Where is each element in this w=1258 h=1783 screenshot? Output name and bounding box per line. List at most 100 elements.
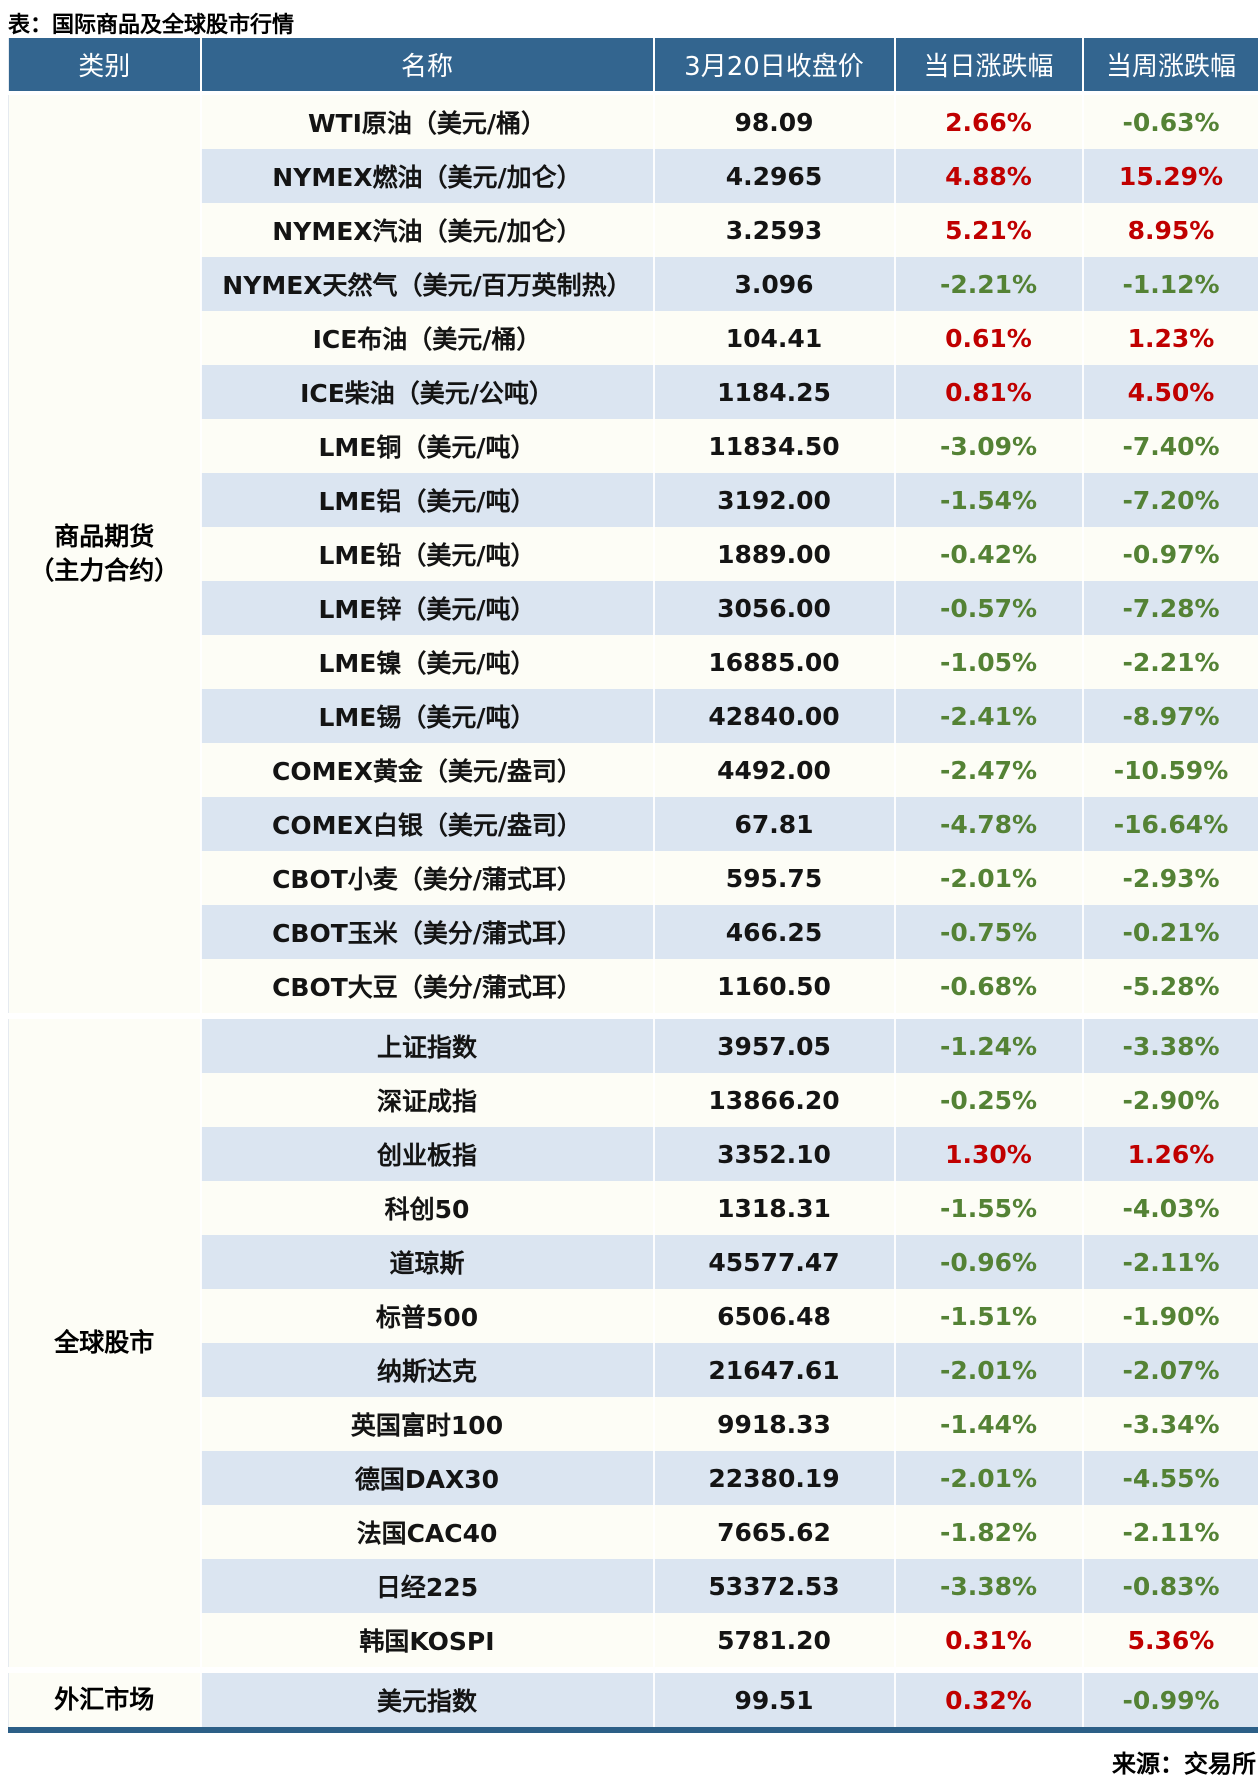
table-row: LME铜（美元/吨） 11834.50 -3.09% -7.40%: [9, 419, 1258, 473]
table-row: 全球股市 上证指数 3957.05 -1.24% -3.38%: [8, 1013, 1258, 1670]
name-cell: COMEX黄金（美元/盎司）: [200, 743, 655, 797]
table-row: 法国CAC40 7665.62 -1.82% -2.11%: [9, 1505, 1258, 1559]
table-row: ICE柴油（美元/公吨） 1184.25 0.81% 4.50%: [9, 365, 1258, 419]
table-row: LME镍（美元/吨） 16885.00 -1.05% -2.21%: [9, 635, 1258, 689]
day-change-cell: -3.09%: [894, 419, 1084, 473]
day-change-cell: 2.66%: [894, 93, 1084, 149]
table-row: 道琼斯 45577.47 -0.96% -2.11%: [9, 1235, 1258, 1289]
day-change-cell: -2.01%: [894, 851, 1084, 905]
table-row: 英国富时100 9918.33 -1.44% -3.34%: [9, 1397, 1258, 1451]
week-change-cell: -16.64%: [1082, 797, 1258, 851]
name-cell: LME锡（美元/吨）: [200, 689, 655, 743]
day-change-cell: -3.38%: [894, 1559, 1084, 1613]
close-cell: 595.75: [653, 851, 896, 905]
table-row: LME锡（美元/吨） 42840.00 -2.41% -8.97%: [9, 689, 1258, 743]
table-row: 标普500 6506.48 -1.51% -1.90%: [9, 1289, 1258, 1343]
day-change-cell: -4.78%: [894, 797, 1084, 851]
day-change-cell: -1.44%: [894, 1397, 1084, 1451]
week-change-cell: -0.97%: [1082, 527, 1258, 581]
day-change-cell: 0.81%: [894, 365, 1084, 419]
day-change-cell: -0.75%: [894, 905, 1084, 959]
week-change-cell: -0.83%: [1082, 1559, 1258, 1613]
name-cell: NYMEX汽油（美元/加仑）: [200, 203, 655, 257]
close-cell: 1160.50: [653, 959, 896, 1016]
week-change-cell: 15.29%: [1082, 149, 1258, 203]
week-change-cell: -3.34%: [1082, 1397, 1258, 1451]
table-row: 商品期货 （主力合约） WTI原油（美元/桶） 98.09 2.66% -0.63%: [8, 93, 1258, 1016]
close-cell: 3957.05: [653, 1013, 896, 1073]
close-cell: 45577.47: [653, 1235, 896, 1289]
name-cell: 英国富时100: [200, 1397, 655, 1451]
close-cell: 9918.33: [653, 1397, 896, 1451]
week-change-cell: 5.36%: [1082, 1613, 1258, 1670]
close-cell: 3056.00: [653, 581, 896, 635]
table-row: NYMEX燃油（美元/加仑） 4.2965 4.88% 15.29%: [9, 149, 1258, 203]
close-cell: 4.2965: [653, 149, 896, 203]
table-row: CBOT小麦（美分/蒲式耳） 595.75 -2.01% -2.93%: [9, 851, 1258, 905]
table-row: 创业板指 3352.10 1.30% 1.26%: [9, 1127, 1258, 1181]
name-cell: 创业板指: [200, 1127, 655, 1181]
name-cell: LME镍（美元/吨）: [200, 635, 655, 689]
name-cell: LME铝（美元/吨）: [200, 473, 655, 527]
day-change-cell: -1.51%: [894, 1289, 1084, 1343]
week-change-cell: -7.20%: [1082, 473, 1258, 527]
col-header-category: 类别: [8, 38, 202, 95]
day-change-cell: -1.05%: [894, 635, 1084, 689]
name-cell: 标普500: [200, 1289, 655, 1343]
close-cell: 3352.10: [653, 1127, 896, 1181]
day-change-cell: -2.21%: [894, 257, 1084, 311]
day-change-cell: -0.42%: [894, 527, 1084, 581]
name-cell: NYMEX天然气（美元/百万英制热）: [200, 257, 655, 311]
close-cell: 99.51: [653, 1667, 896, 1730]
table-row: NYMEX汽油（美元/加仑） 3.2593 5.21% 8.95%: [9, 203, 1258, 257]
close-cell: 6506.48: [653, 1289, 896, 1343]
header-row: 类别 名称 3月20日收盘价 当日涨跌幅 当周涨跌幅: [8, 38, 1258, 95]
table-row: 科创50 1318.31 -1.55% -4.03%: [9, 1181, 1258, 1235]
week-change-cell: 8.95%: [1082, 203, 1258, 257]
day-change-cell: -0.57%: [894, 581, 1084, 635]
week-change-cell: -2.93%: [1082, 851, 1258, 905]
name-cell: 科创50: [200, 1181, 655, 1235]
close-cell: 4492.00: [653, 743, 896, 797]
table-row: CBOT玉米（美分/蒲式耳） 466.25 -0.75% -0.21%: [9, 905, 1258, 959]
week-change-cell: -4.55%: [1082, 1451, 1258, 1505]
day-change-cell: -0.68%: [894, 959, 1084, 1016]
col-header-week-change: 当周涨跌幅: [1082, 38, 1258, 95]
name-cell: COMEX白银（美元/盎司）: [200, 797, 655, 851]
close-cell: 3192.00: [653, 473, 896, 527]
day-change-cell: -0.96%: [894, 1235, 1084, 1289]
market-table: 类别 名称 3月20日收盘价 当日涨跌幅 当周涨跌幅 商品期货 （主力合约） WT…: [8, 38, 1258, 1733]
table-row: 纳斯达克 21647.61 -2.01% -2.07%: [9, 1343, 1258, 1397]
week-change-cell: 1.23%: [1082, 311, 1258, 365]
name-cell: 韩国KOSPI: [200, 1613, 655, 1670]
name-cell: LME铜（美元/吨）: [200, 419, 655, 473]
name-cell: CBOT玉米（美分/蒲式耳）: [200, 905, 655, 959]
week-change-cell: -0.99%: [1082, 1667, 1258, 1730]
table-row: COMEX白银（美元/盎司） 67.81 -4.78% -16.64%: [9, 797, 1258, 851]
day-change-cell: 0.61%: [894, 311, 1084, 365]
close-cell: 11834.50: [653, 419, 896, 473]
day-change-cell: 0.31%: [894, 1613, 1084, 1670]
name-cell: 深证成指: [200, 1073, 655, 1127]
table-row: LME铝（美元/吨） 3192.00 -1.54% -7.20%: [9, 473, 1258, 527]
close-cell: 1318.31: [653, 1181, 896, 1235]
close-cell: 16885.00: [653, 635, 896, 689]
name-cell: 上证指数: [200, 1013, 655, 1073]
week-change-cell: -2.07%: [1082, 1343, 1258, 1397]
week-change-cell: -8.97%: [1082, 689, 1258, 743]
table-row: 日经225 53372.53 -3.38% -0.83%: [9, 1559, 1258, 1613]
day-change-cell: -1.24%: [894, 1013, 1084, 1073]
week-change-cell: -7.40%: [1082, 419, 1258, 473]
week-change-cell: -0.21%: [1082, 905, 1258, 959]
table-row: 深证成指 13866.20 -0.25% -2.90%: [9, 1073, 1258, 1127]
close-cell: 21647.61: [653, 1343, 896, 1397]
close-cell: 22380.19: [653, 1451, 896, 1505]
day-change-cell: -0.25%: [894, 1073, 1084, 1127]
week-change-cell: -2.11%: [1082, 1505, 1258, 1559]
close-cell: 5781.20: [653, 1613, 896, 1670]
close-cell: 13866.20: [653, 1073, 896, 1127]
close-cell: 466.25: [653, 905, 896, 959]
day-change-cell: -1.82%: [894, 1505, 1084, 1559]
day-change-cell: 1.30%: [894, 1127, 1084, 1181]
week-change-cell: -1.90%: [1082, 1289, 1258, 1343]
